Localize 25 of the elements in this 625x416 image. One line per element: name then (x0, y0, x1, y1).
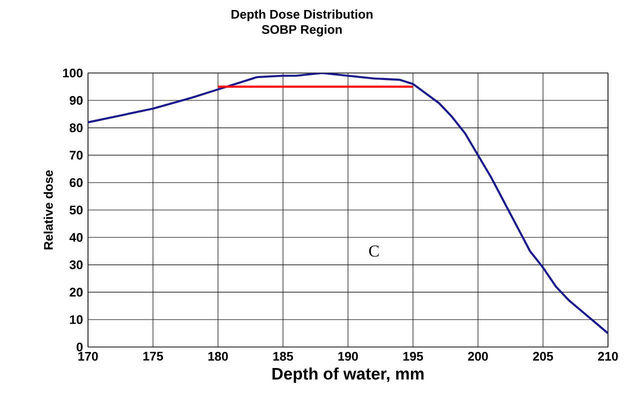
chart-title: Depth Dose Distribution (232, 10, 372, 22)
y-tick-label: 20 (70, 288, 83, 297)
y-tick-label: 100 (63, 68, 83, 78)
y-tick-label: 30 (70, 260, 83, 270)
x-tick-label: 195 (403, 352, 424, 361)
y-tick-label: 40 (69, 232, 83, 242)
x-tick-label: 175 (143, 352, 164, 361)
y-axis-title: Relative dose (44, 170, 53, 250)
x-tick-label: 200 (468, 352, 488, 361)
x-tick-label: 170 (78, 352, 98, 361)
y-tick-label: 60 (70, 178, 83, 188)
x-tick-label: 205 (533, 352, 554, 361)
y-tick-label: 90 (70, 96, 83, 105)
chart-subtitle: SOBP Region (262, 24, 342, 36)
x-tick-label: 210 (598, 352, 618, 361)
x-tick-label: 185 (273, 352, 294, 361)
annotation: C (369, 246, 379, 257)
y-tick-label: 70 (70, 150, 83, 160)
x-axis-title: Depth of water, mm (272, 367, 424, 383)
y-tick-label: 80 (70, 123, 83, 132)
y-tick-label: 50 (70, 206, 83, 214)
y-tick-label: 0 (76, 342, 83, 352)
y-tick-label: 10 (70, 315, 83, 324)
x-tick-label: 190 (338, 352, 358, 361)
x-tick-label: 180 (208, 352, 228, 361)
